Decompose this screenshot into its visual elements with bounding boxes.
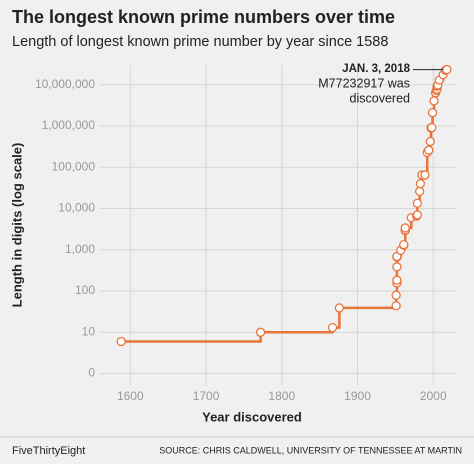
data-point	[116, 336, 126, 347]
y-tick-label: 0	[88, 366, 95, 380]
annotation: discovered	[350, 91, 410, 105]
data-point	[391, 290, 401, 300]
x-tick-label: 1800	[268, 389, 295, 403]
footer-brand: FiveThirtyEight	[12, 445, 85, 457]
data-point	[327, 322, 338, 333]
data-point	[424, 145, 434, 155]
y-axis-label: Length in digits (log scale)	[9, 143, 24, 308]
data-point	[391, 301, 401, 311]
y-tick-label: 100	[75, 283, 95, 297]
y-tick-label: 10	[82, 324, 96, 338]
data-point	[334, 303, 345, 313]
footer-source: SOURCE: CHRIS CALDWELL, UNIVERSITY OF TE…	[159, 445, 462, 455]
y-tick-label: 100,000	[52, 159, 96, 173]
data-point	[392, 262, 402, 272]
data-point	[415, 179, 426, 189]
y-tick-label: 10,000,000	[35, 77, 95, 91]
x-tick-label: 1600	[117, 389, 144, 403]
data-point	[412, 198, 423, 208]
x-tick-label: 2000	[420, 389, 447, 403]
x-axis-label: Year discovered	[202, 409, 302, 424]
data-point	[414, 186, 425, 197]
y-tick-label: 1,000,000	[42, 118, 96, 132]
data-point	[255, 327, 266, 337]
data-point	[420, 170, 430, 180]
x-tick-label: 1700	[193, 389, 220, 403]
data-point	[427, 108, 438, 118]
y-tick-label: 10,000	[58, 201, 95, 215]
chart-subtitle: Length of longest known prime number by …	[12, 34, 388, 50]
annotation: M77232917 was	[318, 76, 410, 90]
annotation: JAN. 3, 2018	[342, 63, 410, 75]
data-point	[399, 239, 409, 250]
data-point	[400, 223, 410, 233]
data-point	[429, 96, 439, 106]
data-point	[427, 123, 437, 133]
chart-title: The longest known prime numbers over tim…	[12, 7, 395, 27]
data-point	[442, 64, 452, 75]
data-point	[425, 136, 435, 147]
data-point	[412, 210, 423, 220]
x-tick-label: 1900	[344, 389, 371, 403]
data-point	[392, 275, 402, 285]
y-tick-label: 1,000	[65, 242, 95, 256]
